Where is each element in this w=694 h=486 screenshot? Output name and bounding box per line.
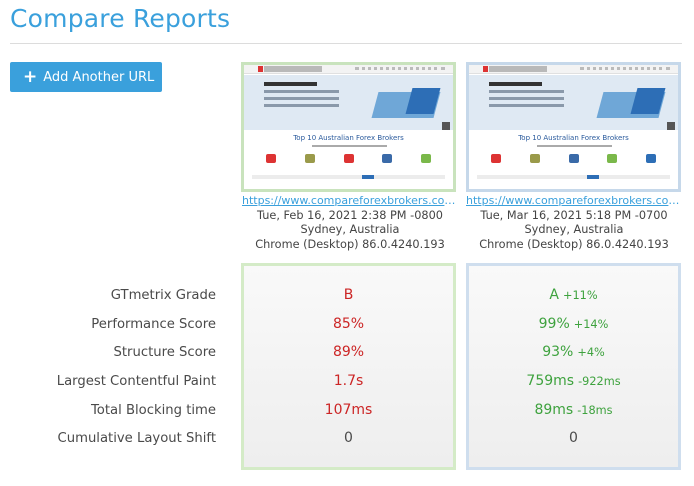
- metric-label-tbt: Total Blocking time: [90, 403, 216, 418]
- value: 759ms: [526, 373, 575, 389]
- report-b-url-link[interactable]: https://www.compareforexbrokers.com/au..…: [466, 194, 684, 207]
- report-a-tbt: 107ms: [324, 402, 373, 418]
- metric-label-lcp: Largest Contentful Paint: [56, 374, 216, 389]
- report-b-lcp: 759ms -922ms: [466, 373, 681, 389]
- thumb-nav-bar: [244, 65, 453, 74]
- page-title: Compare Reports: [10, 4, 231, 33]
- delta: -18ms: [577, 404, 613, 417]
- metric-label-structure-score: Structure Score: [113, 345, 216, 360]
- delta: -922ms: [578, 375, 621, 388]
- thumb-broker-logos: [266, 154, 431, 163]
- metric-label-performance-score: Performance Score: [91, 317, 216, 332]
- report-a-scores-panel: [241, 263, 456, 470]
- report-b-gtmetrix-grade: A +11%: [466, 287, 681, 303]
- thumb-heading: Top 10 Australian Forex Brokers: [293, 134, 404, 142]
- report-a-lcp: 1.7s: [333, 373, 364, 389]
- report-a-screenshot[interactable]: Top 10 Australian Forex Brokers: [241, 62, 456, 192]
- metric-label-cls: Cumulative Layout Shift: [57, 431, 216, 446]
- delta: +14%: [573, 318, 609, 331]
- report-a-structure-score: 89%: [332, 344, 365, 360]
- thumb-broker-logos: [491, 154, 656, 163]
- report-b-cls: 0: [569, 430, 578, 446]
- metric-label-gtmetrix-grade: GTmetrix Grade: [110, 288, 216, 303]
- add-another-url-button[interactable]: + Add Another URL: [10, 62, 162, 92]
- report-b-screenshot[interactable]: Top 10 Australian Forex Brokers: [466, 62, 681, 192]
- delta: +4%: [577, 346, 605, 359]
- report-a-performance-score: 85%: [332, 316, 365, 332]
- report-b-browser: Chrome (Desktop) 86.0.4240.193: [479, 238, 669, 251]
- plus-icon: +: [23, 66, 38, 87]
- report-a-url-link[interactable]: https://www.compareforexbrokers.com/au..…: [242, 194, 460, 207]
- add-another-url-label: Add Another URL: [43, 69, 155, 85]
- thumb-hero-graphic: [371, 82, 441, 122]
- value: 93%: [542, 344, 574, 360]
- report-a-date: Tue, Feb 16, 2021 2:38 PM -0800: [257, 209, 443, 222]
- thumb-nav-bar: [469, 65, 678, 74]
- report-a-browser: Chrome (Desktop) 86.0.4240.193: [255, 238, 445, 251]
- report-b-location: Sydney, Australia: [524, 223, 624, 236]
- report-b-structure-score: 93% +4%: [466, 344, 681, 360]
- value: 89ms: [534, 402, 574, 418]
- report-b-performance-score: 99% +14%: [466, 316, 681, 332]
- report-b-date: Tue, Mar 16, 2021 5:18 PM -0700: [480, 209, 668, 222]
- thumb-hero-graphic: [596, 82, 666, 122]
- report-b-scores-panel: [466, 263, 681, 470]
- value: A: [549, 287, 559, 303]
- title-divider: [10, 43, 682, 44]
- value: 99%: [538, 316, 570, 332]
- report-a-gtmetrix-grade: B: [343, 287, 354, 303]
- report-a-location: Sydney, Australia: [300, 223, 400, 236]
- delta: +11%: [563, 289, 598, 302]
- report-b-tbt: 89ms -18ms: [466, 402, 681, 418]
- thumb-heading: Top 10 Australian Forex Brokers: [518, 134, 629, 142]
- report-a-cls: 0: [344, 430, 353, 446]
